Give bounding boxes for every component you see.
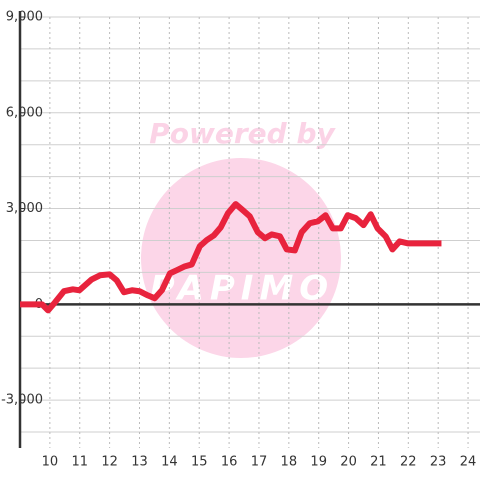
x-tick-label: 13 xyxy=(131,455,148,470)
x-tick-label: 18 xyxy=(281,455,298,470)
x-tick-label: 23 xyxy=(430,455,447,470)
x-tick-label: 16 xyxy=(221,455,238,470)
watermark-logo: PAPIMO xyxy=(150,269,334,309)
x-tick-label: 22 xyxy=(400,455,417,470)
x-tick-label: 14 xyxy=(161,455,178,470)
x-tick-label: 12 xyxy=(101,455,118,470)
x-tick-label: 15 xyxy=(191,455,208,470)
x-tick-label: 11 xyxy=(71,455,88,470)
x-tick-label: 19 xyxy=(310,455,327,470)
x-tick-label: 20 xyxy=(340,455,357,470)
x-tick-label: 10 xyxy=(42,455,59,470)
x-tick-label: 17 xyxy=(251,455,268,470)
x-tick-label: 24 xyxy=(460,455,477,470)
x-tick-label: 21 xyxy=(370,455,387,470)
data-line xyxy=(20,201,442,314)
watermark-circle xyxy=(141,158,341,358)
